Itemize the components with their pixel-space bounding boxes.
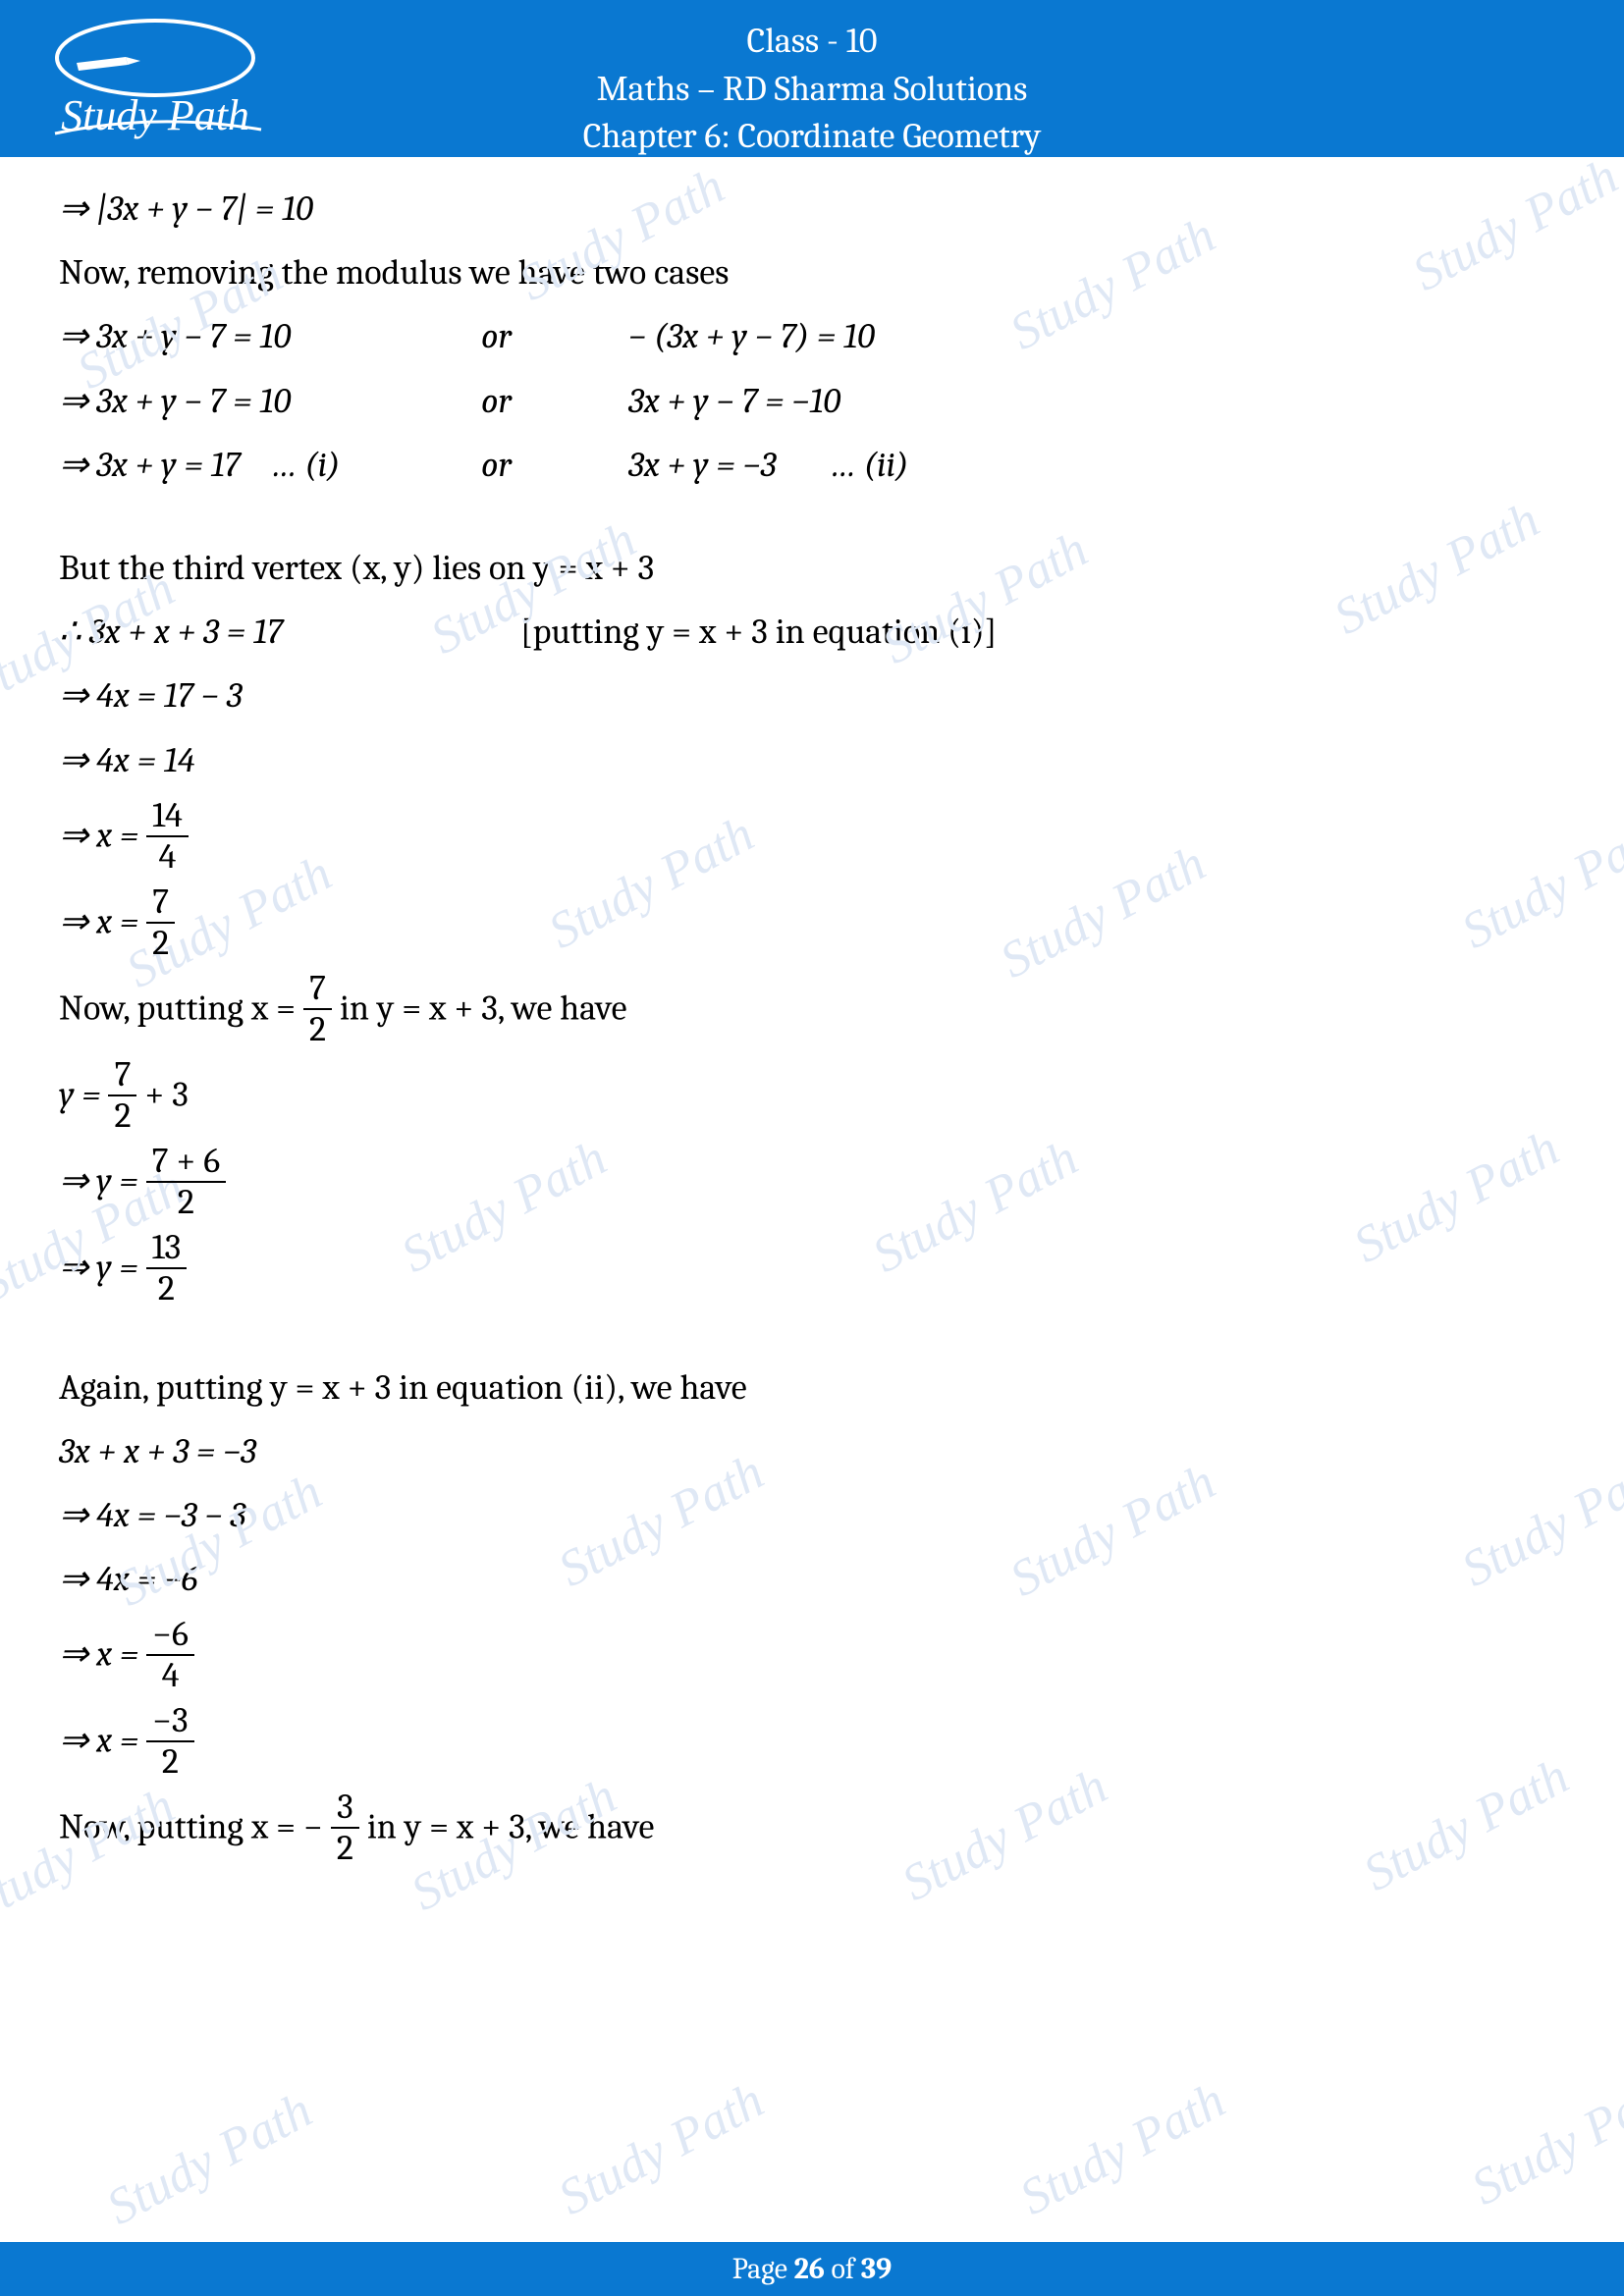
frac-num: 7 [146,884,175,922]
watermark: Study Path [392,1129,616,1285]
frac-num: 14 [146,798,189,835]
watermark: Study Path [863,1129,1087,1285]
watermark: Study Path [107,1463,331,1619]
watermark: Study Path [97,2081,321,2237]
watermark: Study Path [402,1767,625,1923]
fraction: 3 2 [331,1789,359,1866]
watermark: Study Path [1462,2061,1624,2217]
frac-num: 7 [303,971,332,1008]
watermark: Study Path [873,520,1097,676]
watermark: Study Path [1452,805,1624,961]
fraction: 7 2 [108,1057,136,1134]
watermark: Study Path [1001,206,1224,362]
watermark: Study Path [510,157,733,313]
watermark: Study Path [1325,491,1548,647]
watermark: Study Path [991,834,1215,990]
watermark: Study Path [421,510,645,667]
page-header: Study Path Class - 10 Maths – RD Sharma … [0,0,1624,157]
fraction: 7 2 [303,971,332,1047]
watermark: Study Path [1010,2071,1234,2227]
frac-num: 7 + 6 [146,1144,227,1181]
watermark: Study Path [1001,1453,1224,1609]
watermark: Study Path [1354,1747,1578,1903]
frac-den: 2 [146,1267,188,1307]
frac-den: 2 [331,1827,359,1866]
frac-den: 4 [146,835,189,875]
watermark: Study Path [68,245,292,401]
watermark: Study Path [1452,1443,1624,1599]
frac-num: 7 [108,1057,136,1095]
watermark: Study Path [0,560,184,716]
fraction: 14 4 [146,798,189,875]
watermark: Study Path [1403,147,1624,303]
fraction: 7 + 6 2 [146,1144,227,1220]
logo-text: Study Path [61,91,249,139]
frac-den: 4 [146,1654,194,1693]
watermark-layer: Study Path Study Path Study Path Study P… [0,0,1624,2296]
watermark: Study Path [893,1757,1116,1913]
frac-num: 13 [146,1230,188,1267]
fraction: −6 4 [146,1617,194,1693]
fraction: 7 2 [146,884,175,961]
watermark: Study Path [0,1777,184,1933]
footer-total: 39 [861,2252,892,2286]
frac-den: 2 [303,1008,332,1047]
footer-mid: of [825,2252,861,2286]
page-footer: Page 26 of 39 [0,2242,1624,2296]
fraction: 13 2 [146,1230,188,1307]
frac-num: −6 [146,1617,194,1654]
watermark: Study Path [1344,1119,1568,1275]
footer-current: 26 [794,2252,825,2286]
frac-den: 2 [146,922,175,961]
watermark: Study Path [549,2071,773,2227]
frac-den: 2 [146,1181,227,1220]
footer-prefix: Page [732,2252,794,2286]
frac-den: 2 [108,1095,136,1134]
frac-num: 3 [331,1789,359,1827]
frac-den: 2 [146,1740,194,1780]
watermark: Study Path [549,1443,773,1599]
logo: Study Path [37,14,273,141]
fraction: −3 2 [146,1703,194,1780]
frac-num: −3 [146,1703,194,1740]
watermark: Study Path [539,805,763,961]
